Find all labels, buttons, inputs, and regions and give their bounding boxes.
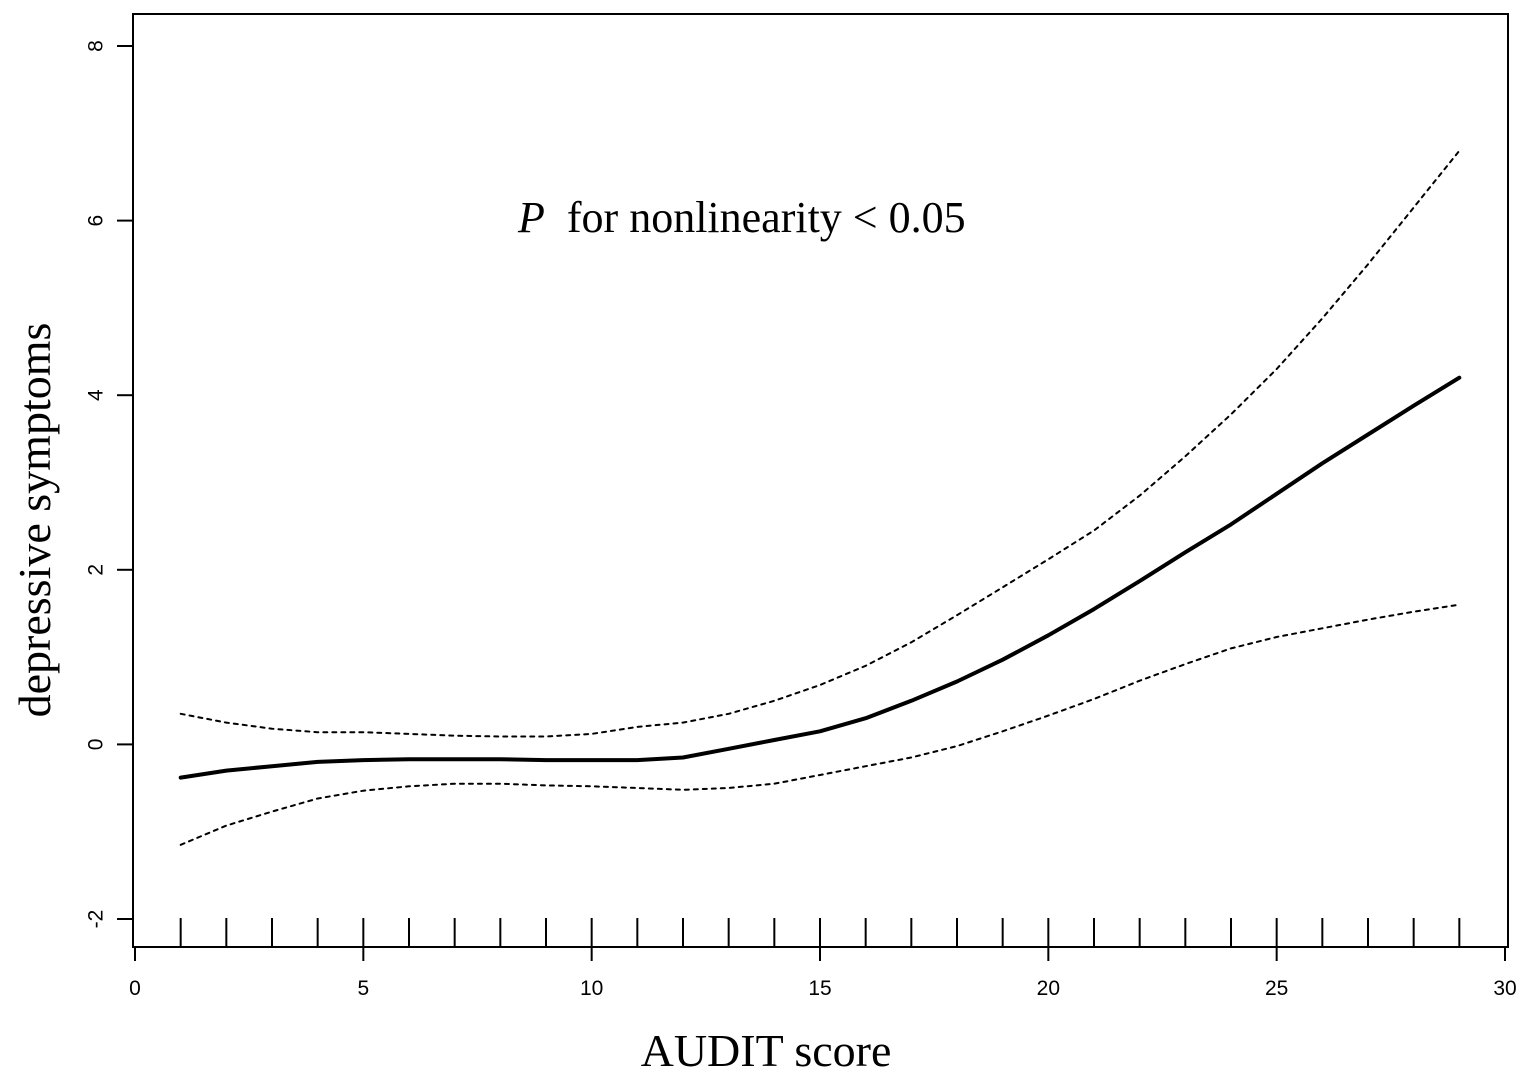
y-axis: -2 0 2 4 6 8 — [85, 40, 134, 929]
y-tick-label: 8 — [85, 40, 108, 52]
plot-frame — [132, 13, 1509, 948]
nonlinearity-annotation: P for nonlinearity < 0.05 — [517, 193, 966, 242]
x-axis-title: AUDIT score — [641, 1025, 892, 1076]
series-layer — [178, 149, 1462, 846]
x-tick-label: 10 — [580, 977, 603, 1000]
x-tick-label: 20 — [1037, 977, 1060, 1000]
upper-ci-line — [179, 149, 1461, 738]
rug-marks — [179, 918, 1461, 947]
y-tick-label: -2 — [85, 910, 108, 929]
y-axis-title: depressive symptoms — [9, 323, 60, 718]
y-tick-label: 2 — [85, 564, 108, 576]
lower-ci-line — [179, 603, 1461, 846]
annotation-p-symbol: P — [517, 193, 545, 242]
x-tick-label: 5 — [357, 977, 369, 1000]
estimate-line — [178, 375, 1462, 780]
y-tick-label: 0 — [85, 739, 108, 751]
x-tick-label: 30 — [1493, 977, 1516, 1000]
x-tick-label: 25 — [1265, 977, 1288, 1000]
x-axis: 0 5 10 15 20 25 30 — [129, 947, 1517, 1000]
y-tick-label: 4 — [85, 389, 108, 401]
annotation-text: for nonlinearity < 0.05 — [556, 193, 966, 242]
x-tick-label: 0 — [129, 977, 141, 1000]
y-tick-label: 6 — [85, 215, 108, 227]
x-tick-label: 15 — [808, 977, 831, 1000]
